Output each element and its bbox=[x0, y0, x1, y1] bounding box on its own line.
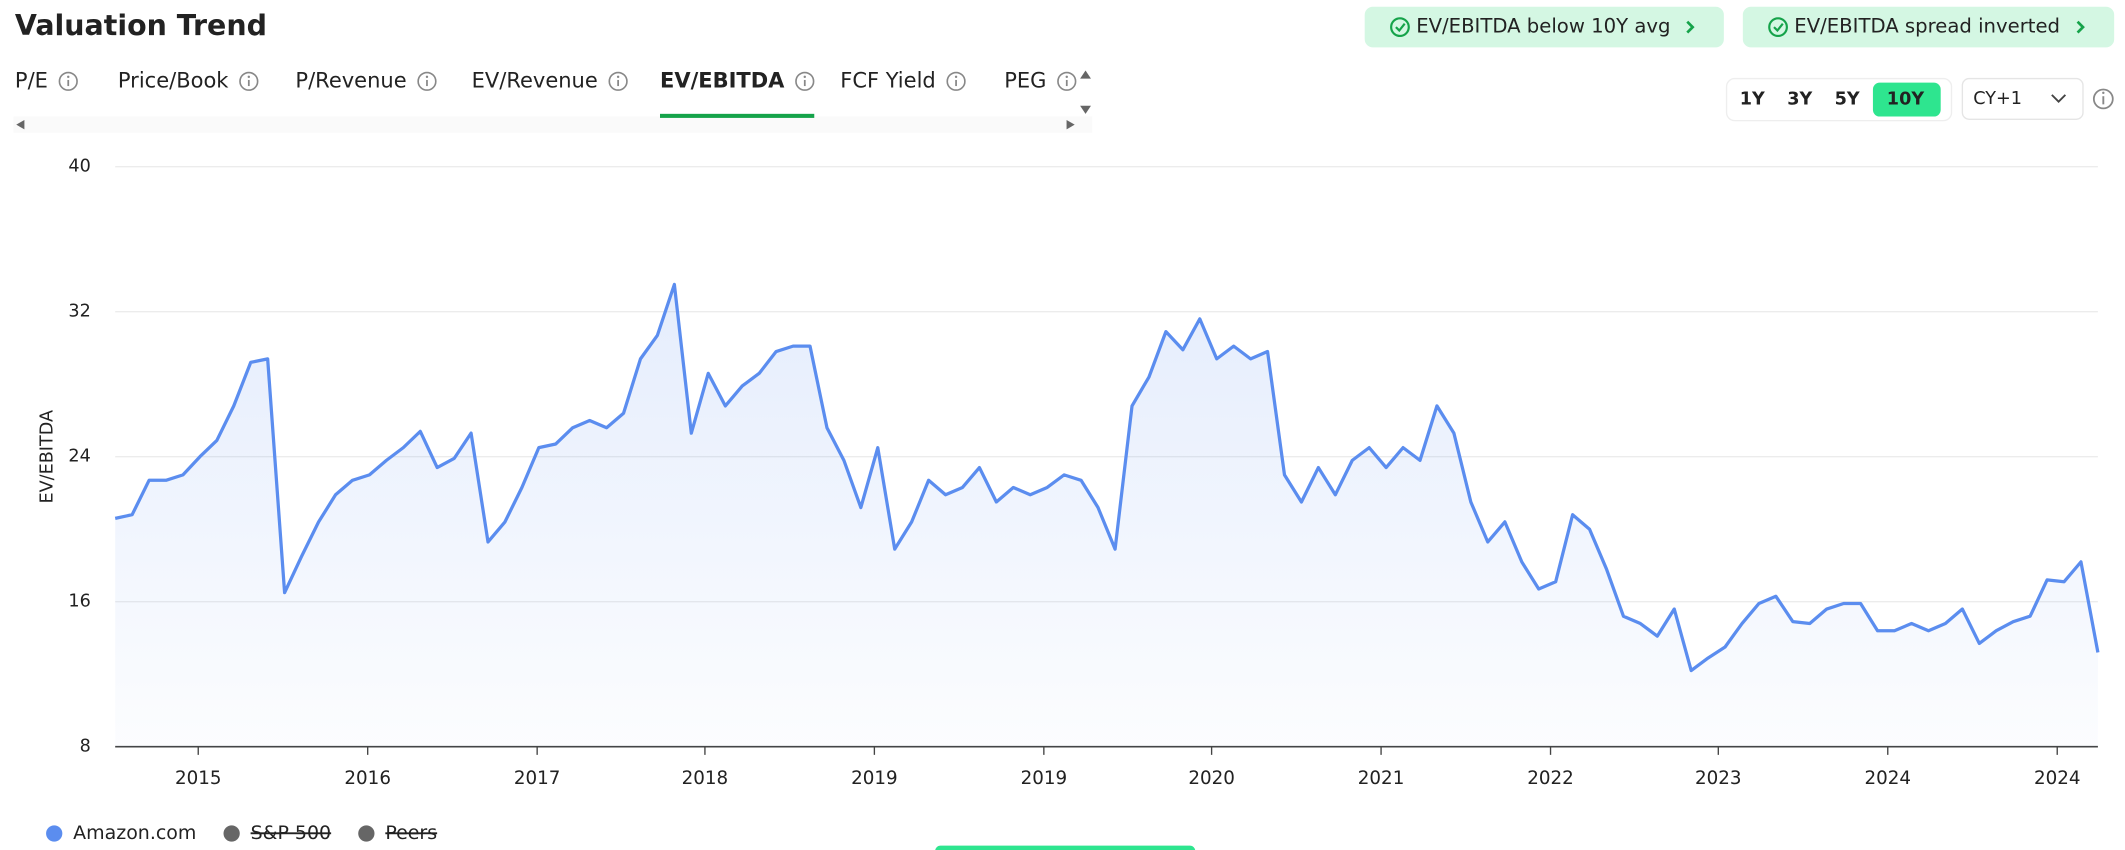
range-label: 5Y bbox=[1835, 90, 1860, 110]
info-icon[interactable] bbox=[58, 71, 78, 91]
info-icon-dot bbox=[67, 75, 70, 79]
tab-label: EV/Revenue bbox=[472, 68, 598, 92]
legend-swatch bbox=[46, 825, 63, 842]
info-icon[interactable] bbox=[946, 71, 966, 91]
x-tick-label: 2023 bbox=[1695, 768, 1742, 789]
scroll-right[interactable] bbox=[1066, 119, 1075, 130]
x-tick-label: 2020 bbox=[1188, 768, 1235, 789]
legend-swatch bbox=[223, 825, 240, 842]
range-label: 3Y bbox=[1787, 90, 1812, 110]
tab-label: Price/Book bbox=[118, 68, 229, 92]
range-button[interactable]: 10Y bbox=[1872, 82, 1941, 117]
select-chevron bbox=[2051, 94, 2067, 103]
badge-check bbox=[1390, 17, 1410, 37]
x-tick-label: 2022 bbox=[1527, 768, 1574, 789]
info-icon-dot bbox=[616, 75, 620, 79]
range-button[interactable]: 3Y bbox=[1787, 90, 1812, 110]
y-tick-label: 8 bbox=[80, 737, 91, 757]
series-line bbox=[114, 282, 2100, 673]
x-tick-label: 2015 bbox=[175, 768, 222, 789]
range-active-bg bbox=[1872, 82, 1941, 117]
info-icon[interactable] bbox=[239, 71, 259, 91]
y-axis-label: EV/EBITDA bbox=[37, 410, 57, 504]
y-tick-label: 32 bbox=[68, 302, 90, 322]
info-icon[interactable] bbox=[417, 71, 437, 91]
info-icon[interactable] bbox=[1057, 71, 1077, 91]
info-icon[interactable] bbox=[795, 71, 815, 91]
badge-check-mark bbox=[1773, 23, 1784, 33]
y-tick-label: 40 bbox=[68, 157, 90, 177]
legend-swatch bbox=[358, 825, 375, 842]
badge-chevron bbox=[1686, 20, 1695, 34]
scroll-up[interactable] bbox=[1080, 70, 1091, 79]
badge-chevron bbox=[2076, 20, 2085, 34]
badge-text: EV/EBITDA spread inverted bbox=[1794, 15, 2060, 38]
estimate-select[interactable] bbox=[1961, 77, 2084, 120]
metric-tab[interactable]: EV/EBITDA bbox=[659, 68, 815, 118]
legend-item[interactable]: Amazon.com bbox=[46, 822, 196, 844]
info-icon-dot bbox=[1065, 75, 1068, 79]
tab-label: FCF Yield bbox=[840, 68, 936, 92]
range-button[interactable]: 5Y bbox=[1835, 90, 1860, 110]
scroll-left[interactable] bbox=[16, 119, 25, 130]
tab-label: PEG bbox=[1004, 68, 1046, 92]
badge-check bbox=[1768, 17, 1788, 37]
range-label: 1Y bbox=[1740, 90, 1765, 110]
estimate-select-value: CY+1 bbox=[1973, 89, 2022, 109]
legend-item[interactable]: S&P 500 bbox=[223, 822, 332, 844]
x-tick-label: 2024 bbox=[2034, 768, 2081, 789]
tab-scrollbar[interactable] bbox=[13, 116, 1093, 133]
legend-label: S&P 500 bbox=[251, 822, 332, 844]
metric-tab[interactable]: Price/Book bbox=[118, 68, 259, 92]
info-icon[interactable] bbox=[2092, 88, 2114, 110]
page-title: Valuation Trend bbox=[15, 9, 267, 42]
bottom-tab-indicator bbox=[935, 845, 1196, 850]
scroll-down[interactable] bbox=[1080, 105, 1091, 114]
x-tick-label: 2024 bbox=[1864, 768, 1911, 789]
x-tick-label: 2017 bbox=[514, 768, 561, 789]
badge-check-mark bbox=[1395, 23, 1406, 33]
metric-tab[interactable]: P/E bbox=[15, 68, 78, 92]
range-label: 10Y bbox=[1887, 90, 1925, 110]
y-tick-label: 16 bbox=[68, 592, 90, 612]
x-tick-label: 2019 bbox=[851, 768, 898, 789]
info-icon-dot bbox=[954, 75, 958, 79]
y-tick-label: 24 bbox=[68, 447, 90, 467]
badge-text: EV/EBITDA below 10Y avg bbox=[1416, 15, 1670, 38]
info-icon-dot bbox=[803, 75, 806, 79]
badge-bg bbox=[1364, 6, 1724, 48]
x-tick-label: 2021 bbox=[1358, 768, 1405, 789]
info-icon[interactable] bbox=[608, 71, 628, 91]
series-area bbox=[115, 284, 2098, 747]
metric-tab[interactable]: PEG bbox=[1004, 68, 1077, 92]
alert-badge[interactable]: EV/EBITDA below 10Y avg bbox=[1364, 6, 1724, 48]
metric-tab[interactable]: P/Revenue bbox=[295, 68, 437, 92]
metric-tab[interactable]: EV/Revenue bbox=[472, 68, 628, 92]
legend-label: Peers bbox=[385, 822, 437, 844]
x-tick-label: 2018 bbox=[682, 768, 729, 789]
range-button[interactable]: 1Y bbox=[1740, 90, 1765, 110]
legend-label: Amazon.com bbox=[73, 822, 196, 844]
active-tab-underline bbox=[659, 113, 815, 118]
badge-bg bbox=[1742, 6, 2115, 48]
tab-label: P/E bbox=[15, 68, 48, 92]
legend-item[interactable]: Peers bbox=[358, 822, 437, 844]
x-tick-label: 2016 bbox=[344, 768, 391, 789]
tab-label: P/Revenue bbox=[295, 68, 406, 92]
x-tick-label: 2019 bbox=[1021, 768, 1068, 789]
alert-badge[interactable]: EV/EBITDA spread inverted bbox=[1742, 6, 2115, 48]
tab-label: EV/EBITDA bbox=[660, 68, 785, 92]
metric-tab[interactable]: FCF Yield bbox=[840, 68, 966, 92]
info-icon-dot bbox=[425, 75, 429, 79]
info-icon-dot bbox=[247, 75, 251, 79]
